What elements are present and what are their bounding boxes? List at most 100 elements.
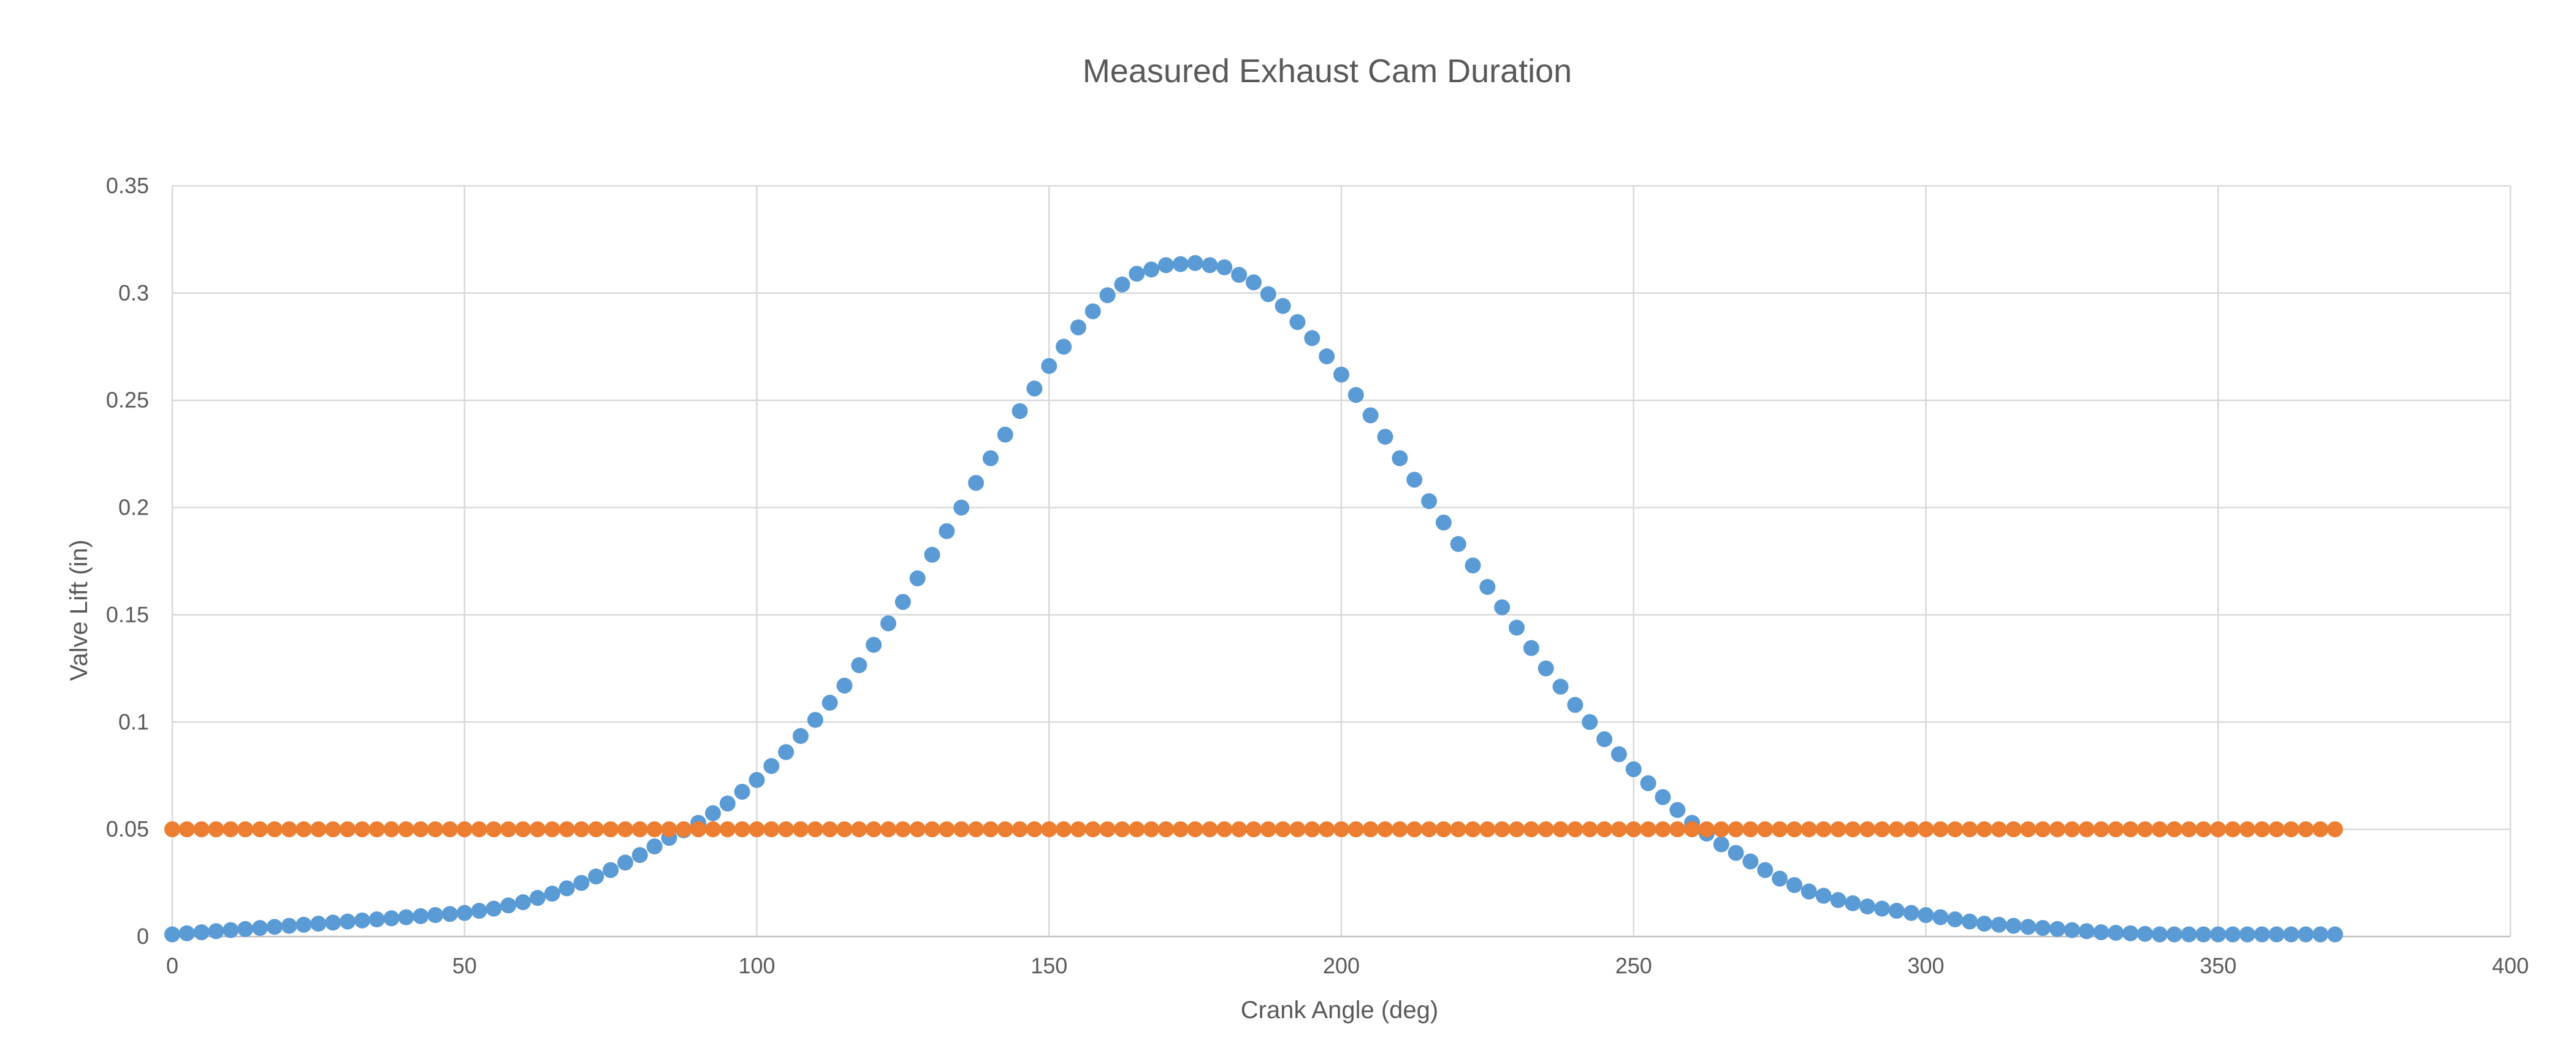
data-point (2210, 926, 2227, 943)
data-point (515, 894, 532, 911)
data-point (1231, 267, 1248, 283)
data-point (1421, 493, 1438, 510)
data-point (1333, 366, 1349, 383)
data-point (1772, 821, 1788, 838)
data-point (427, 907, 444, 924)
data-point (2005, 918, 2022, 934)
data-point (1918, 907, 1934, 924)
data-point (1625, 821, 1642, 838)
data-point (1172, 256, 1189, 272)
data-point (1435, 821, 1452, 838)
data-point (1041, 821, 1057, 838)
data-point (2166, 926, 2182, 943)
data-point (544, 886, 560, 902)
data-point (1406, 821, 1423, 838)
data-point (1962, 913, 1978, 930)
data-point (2181, 926, 2197, 943)
data-point (1655, 821, 1671, 838)
data-point (164, 821, 180, 838)
data-point (325, 821, 341, 838)
data-point (1450, 821, 1466, 838)
data-point (1465, 821, 1481, 838)
data-point (2166, 821, 2182, 838)
data-point (661, 821, 677, 838)
data-point (1947, 911, 1964, 928)
data-point (164, 926, 180, 943)
data-point (1947, 821, 1964, 838)
y-tick-label: 0.35 (106, 173, 149, 198)
data-point (486, 821, 502, 838)
data-point (1187, 821, 1203, 838)
data-point (1070, 319, 1086, 335)
data-point (2093, 821, 2109, 838)
data-point (749, 772, 765, 788)
data-point (646, 821, 663, 838)
data-point (2268, 926, 2285, 943)
data-point (1143, 821, 1160, 838)
data-point (2225, 821, 2241, 838)
data-point (2195, 926, 2212, 943)
data-point (1245, 274, 1262, 291)
data-point (793, 821, 809, 838)
data-point (1815, 887, 1832, 904)
data-point (1772, 870, 1788, 887)
data-point (2078, 821, 2095, 838)
x-tick-label: 350 (2200, 953, 2236, 978)
data-point (1435, 515, 1452, 531)
data-point (223, 821, 239, 838)
data-point (413, 908, 429, 924)
data-point (1932, 909, 1949, 925)
data-point (1421, 821, 1438, 838)
data-point (1216, 259, 1233, 275)
data-point (500, 897, 517, 914)
data-point (310, 821, 327, 838)
data-point (1859, 821, 1876, 838)
data-point (1903, 905, 1919, 921)
data-point (631, 847, 648, 864)
data-point (2181, 821, 2197, 838)
data-point (1582, 714, 1598, 730)
data-point (266, 919, 283, 935)
data-point (1567, 821, 1583, 838)
data-point (1728, 845, 1744, 861)
data-point (1275, 297, 1291, 314)
data-point (866, 821, 882, 838)
x-tick-label: 100 (738, 953, 775, 978)
data-point (1129, 821, 1145, 838)
data-point (704, 821, 721, 838)
data-point (982, 821, 999, 838)
data-point (909, 821, 926, 838)
data-point (1859, 899, 1876, 915)
data-point (1084, 303, 1101, 320)
data-point (398, 909, 414, 925)
data-point (2020, 919, 2037, 935)
data-point (354, 821, 370, 838)
data-point (1377, 429, 1393, 445)
data-point (807, 821, 823, 838)
data-point (178, 925, 195, 941)
x-tick-label: 300 (1907, 953, 1944, 978)
data-point (1903, 821, 1919, 838)
data-point (456, 821, 473, 838)
data-point (2108, 924, 2124, 941)
data-point (1655, 789, 1671, 805)
y-axis-title: Valve Lift (in) (66, 540, 93, 681)
data-point (2078, 923, 2095, 940)
data-point (836, 677, 853, 694)
data-point (2122, 821, 2139, 838)
data-point (1231, 821, 1248, 838)
data-point (2254, 926, 2270, 943)
data-point (1406, 472, 1423, 488)
data-point (2049, 821, 2066, 838)
data-point (1465, 557, 1481, 573)
data-point (573, 875, 590, 891)
data-point (1669, 821, 1686, 838)
data-point (1757, 821, 1774, 838)
data-point (2239, 926, 2255, 943)
data-point (763, 821, 780, 838)
data-point (1509, 821, 1525, 838)
x-tick-label: 250 (1615, 953, 1652, 978)
data-point (939, 523, 955, 540)
data-point (340, 821, 356, 838)
